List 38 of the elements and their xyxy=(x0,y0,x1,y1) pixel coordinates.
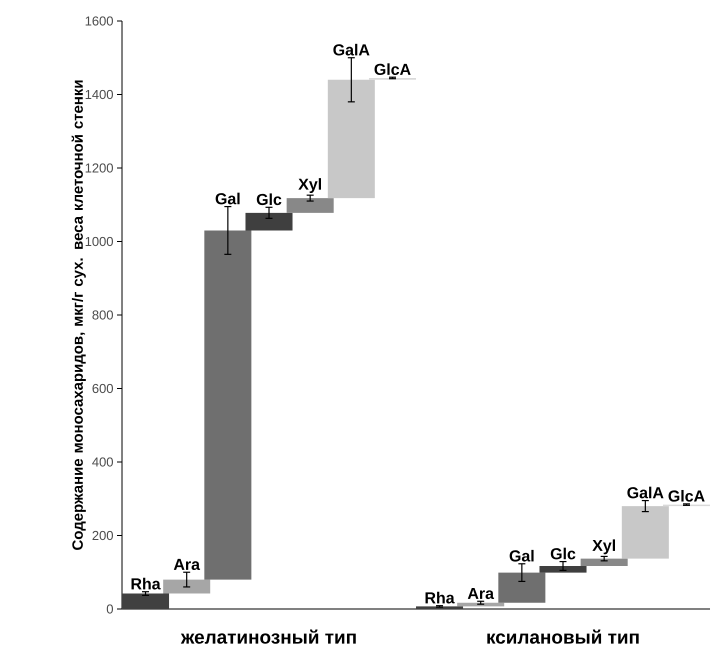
bar xyxy=(416,606,464,609)
series-label: Glc xyxy=(550,548,576,560)
series-label: Rha xyxy=(426,592,455,604)
y-tick-label: 1000 xyxy=(86,236,113,246)
y-tick-label: 1200 xyxy=(86,163,113,173)
y-axis-title: Содержание моносахаридов, мкг/г сух. веса клеточной стенки xyxy=(72,80,86,550)
y-tick-label: 200 xyxy=(92,530,113,540)
series-label: Ara xyxy=(468,588,494,600)
y-tick-label: 800 xyxy=(92,310,113,320)
y-tick-label: 0 xyxy=(106,604,113,614)
y-tick-label: 400 xyxy=(92,457,113,467)
bar xyxy=(286,198,334,213)
bar xyxy=(204,230,252,580)
text: Glc xyxy=(256,193,282,206)
bar xyxy=(622,506,669,559)
x-tick-label: ксилановый тип xyxy=(487,630,639,644)
series-label: Gal xyxy=(510,550,534,562)
x-tick-label: желатинозный тип xyxy=(180,630,356,644)
bar xyxy=(539,566,587,573)
bar xyxy=(457,602,504,606)
bar xyxy=(163,580,210,594)
y-tick-label: 600 xyxy=(92,384,113,394)
bar xyxy=(328,80,375,198)
bar xyxy=(245,212,293,230)
series-label: GalA xyxy=(627,486,664,498)
series-label: Xyl xyxy=(592,539,615,554)
text: Gal xyxy=(216,192,240,204)
bar xyxy=(122,594,170,609)
y-tick-label: 1600 xyxy=(86,16,113,26)
text: GlcA xyxy=(668,490,705,502)
series-label: GlcA xyxy=(374,63,411,76)
y-tick-label: 1400 xyxy=(86,90,113,100)
text: Ara xyxy=(174,558,200,570)
text: Rha xyxy=(132,578,161,590)
text: Xyl xyxy=(298,178,321,193)
text: GalA xyxy=(333,44,370,56)
bar xyxy=(498,572,546,603)
bar xyxy=(580,558,628,566)
